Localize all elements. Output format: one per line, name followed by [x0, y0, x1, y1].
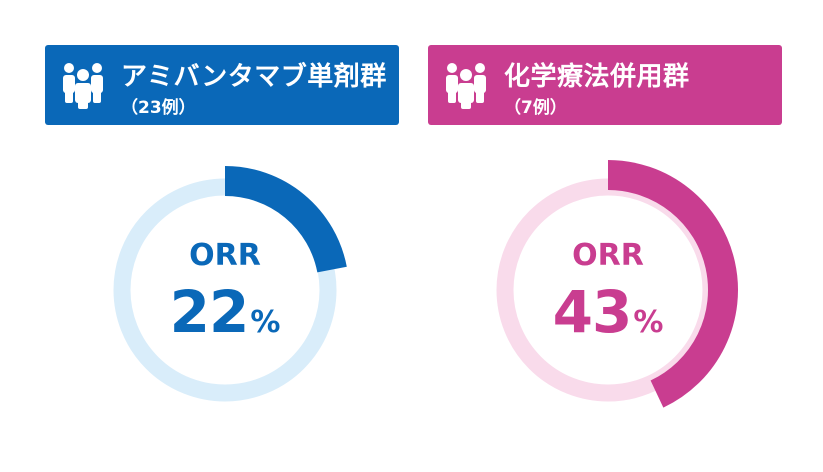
group-header-combination: 化学療法併用群 （7例） — [428, 45, 782, 125]
orr-unit: % — [633, 305, 664, 340]
donut-slice-orr — [224, 166, 347, 273]
donut-center-value: 22% — [105, 278, 345, 346]
panel-monotherapy: アミバンタマブ単剤群 （23例） ORR 22% — [45, 0, 405, 472]
orr-value: 43 — [552, 278, 633, 346]
donut-center-value: 43% — [488, 278, 728, 346]
group-count: （7例） — [504, 98, 567, 118]
people-icon — [63, 63, 103, 109]
group-count: （23例） — [121, 98, 196, 118]
orr-unit: % — [250, 305, 281, 340]
group-title: アミバンタマブ単剤群 — [121, 62, 387, 92]
panel-combination: 化学療法併用群 （7例） ORR 43% — [428, 0, 788, 472]
group-title: 化学療法併用群 — [504, 62, 690, 92]
donut-slice-orr — [607, 160, 738, 408]
donut-center-label: ORR — [572, 238, 644, 273]
people-icon — [446, 63, 486, 109]
orr-value: 22 — [169, 278, 250, 346]
donut-center-label: ORR — [189, 238, 261, 273]
group-header-monotherapy: アミバンタマブ単剤群 （23例） — [45, 45, 399, 125]
orr-donut-chart-monotherapy — [113, 166, 347, 402]
orr-donut-chart-combination — [496, 160, 738, 408]
